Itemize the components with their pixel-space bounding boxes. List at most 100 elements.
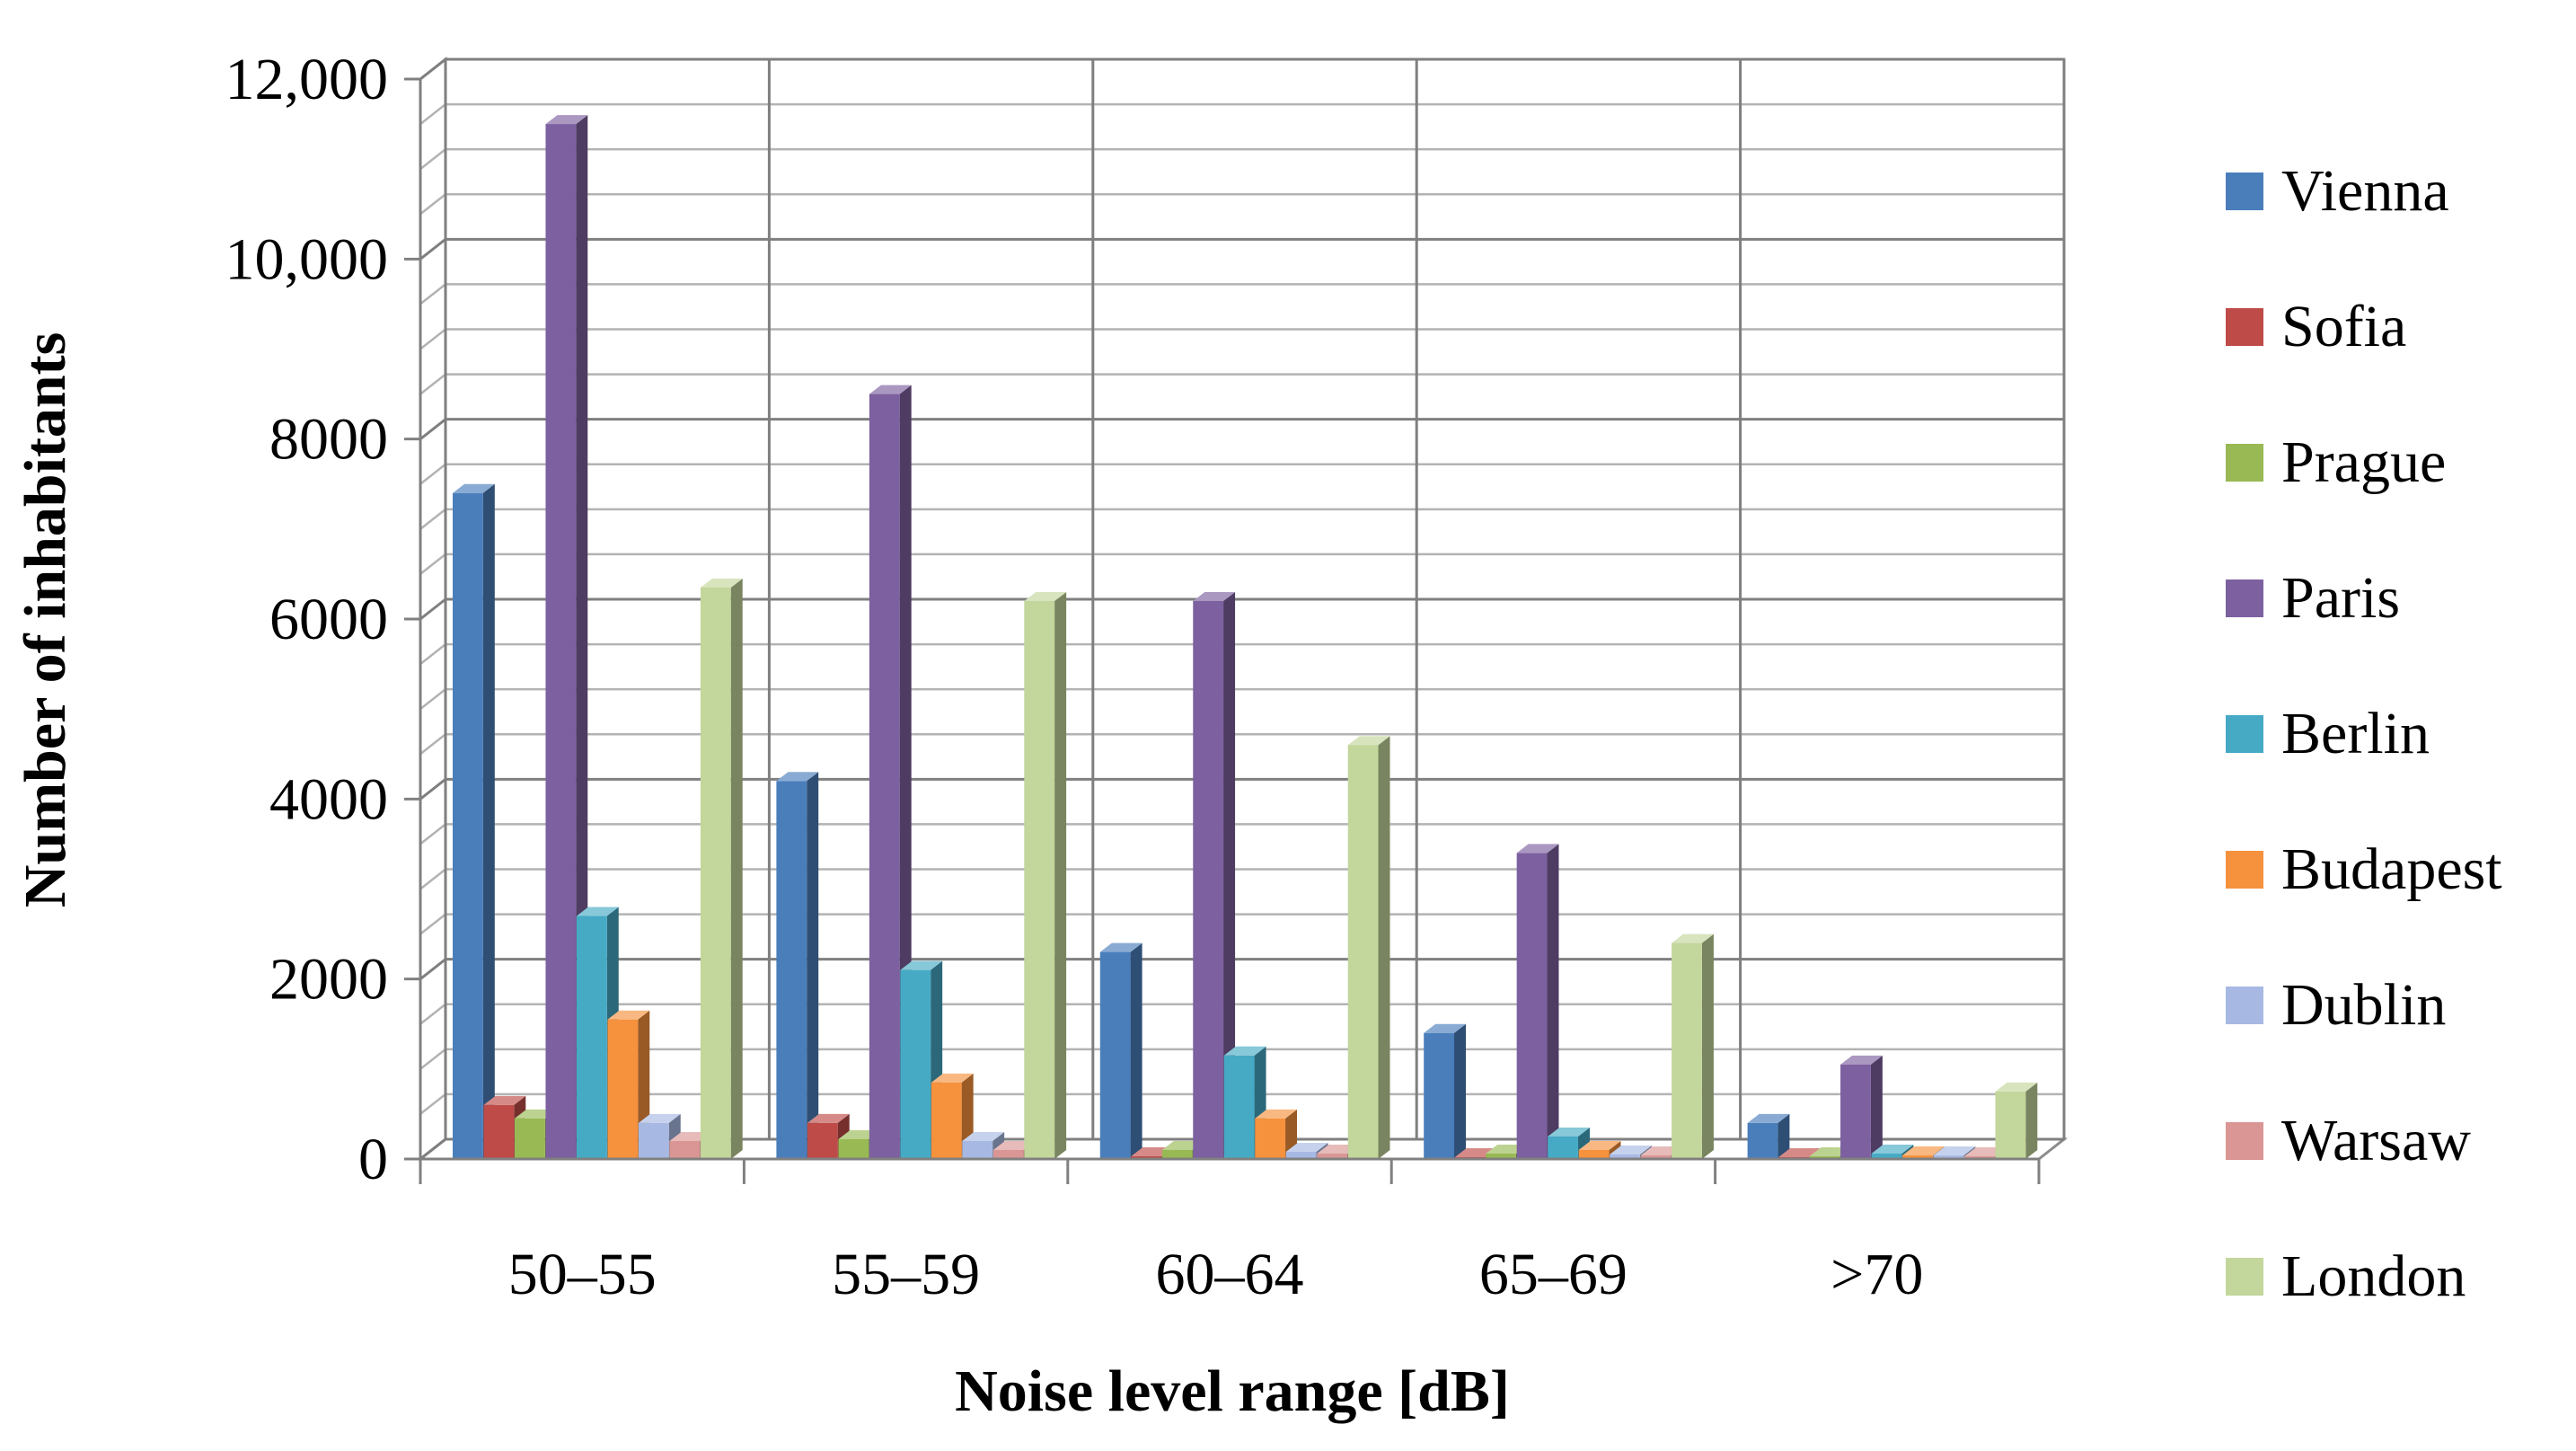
bar-top <box>700 578 743 588</box>
bar-top <box>638 1113 681 1123</box>
gridline <box>419 148 446 171</box>
gridline <box>419 58 446 81</box>
x-tick-label: 50–55 <box>508 1242 657 1307</box>
bar-top <box>483 1095 526 1105</box>
bar-london-5 <box>1995 1082 2038 1159</box>
bar-top <box>1995 1082 2038 1092</box>
bar-front <box>453 492 483 1159</box>
legend-swatch <box>2226 1122 2263 1160</box>
bar-front <box>869 394 900 1159</box>
bar-front <box>1424 1032 1454 1159</box>
bar-front <box>700 587 731 1159</box>
y-axis-ticks: 0 2000 4000 6000 8000 10,000 12,000 <box>225 47 420 1192</box>
bar-front <box>807 1122 838 1159</box>
y-tick-label: 8000 <box>269 407 388 473</box>
legend-swatch <box>2226 308 2263 346</box>
legend-item-warsaw: Warsaw <box>2226 1108 2471 1173</box>
y-tick-label: 10,000 <box>225 226 389 292</box>
legend-swatch <box>2226 987 2263 1024</box>
bar-front <box>1610 1154 1640 1159</box>
x-tick-label: 60–64 <box>1156 1242 1304 1307</box>
gridline <box>419 1093 446 1115</box>
bar-front <box>1024 600 1055 1159</box>
legend-swatch <box>2226 444 2263 482</box>
bar-london-1 <box>700 578 743 1159</box>
gridline <box>419 418 446 440</box>
bar-paris-1 <box>545 115 588 1159</box>
bar-top <box>807 1113 850 1123</box>
gridline <box>419 733 446 756</box>
bar-front <box>1486 1153 1516 1159</box>
bar-front <box>1933 1155 1964 1159</box>
bar-top <box>607 1010 650 1020</box>
bar-front <box>1871 1153 1902 1159</box>
legend-swatch <box>2226 1258 2263 1296</box>
gridline <box>419 238 446 261</box>
gridline <box>419 913 446 935</box>
gridline <box>419 193 446 216</box>
bar-front <box>1995 1091 2026 1159</box>
y-tick-label: 2000 <box>269 947 388 1013</box>
bar-side <box>1701 933 1714 1159</box>
bar-top <box>1610 1145 1652 1155</box>
bar-front <box>1223 1055 1255 1159</box>
bar-top <box>1747 1113 1790 1123</box>
bar-front <box>638 1122 669 1159</box>
bar-top <box>1347 736 1390 746</box>
bar-front <box>1317 1153 1348 1159</box>
bar-front <box>992 1149 1024 1159</box>
bar-front <box>931 1082 962 1159</box>
legend-item-paris: Paris <box>2226 565 2400 631</box>
bar-front <box>1902 1155 1933 1159</box>
bar-front <box>1161 1149 1193 1159</box>
legend-item-dublin: Dublin <box>2226 972 2446 1038</box>
gridline <box>419 597 446 621</box>
bar-front <box>576 916 607 1159</box>
gridline <box>419 508 446 530</box>
bar-paris-5 <box>1840 1055 1883 1159</box>
bar-paris-4 <box>1516 844 1559 1159</box>
bar-front <box>1640 1155 1672 1159</box>
gridline <box>419 958 446 980</box>
bar-side <box>1054 591 1067 1159</box>
bar-side <box>1378 736 1390 1159</box>
legend-item-prague: Prague <box>2226 429 2446 495</box>
bar-front <box>900 969 931 1159</box>
bar-front <box>838 1138 869 1159</box>
bar-front <box>1964 1155 1995 1159</box>
legend-swatch <box>2226 173 2263 210</box>
bar-top <box>1840 1055 1883 1065</box>
gridline <box>419 823 446 845</box>
x-tick-label: >70 <box>1831 1242 1923 1307</box>
bar-top <box>1424 1023 1466 1033</box>
legend-label: Dublin <box>2281 972 2446 1038</box>
bar-front <box>1255 1118 1286 1159</box>
bar-front <box>1131 1155 1162 1159</box>
legend-label: Warsaw <box>2281 1108 2471 1173</box>
bar-top <box>1285 1142 1328 1152</box>
bar-vienna-3 <box>1099 942 1142 1159</box>
bar-side <box>1778 1113 1790 1159</box>
bar-top <box>1193 591 1236 601</box>
legend: Vienna Sofia Prague Paris Berlin Budapest Dubl… <box>2226 158 2502 1309</box>
bar-top <box>1024 591 1067 601</box>
bar-top <box>453 483 495 493</box>
bar-vienna-4 <box>1424 1023 1466 1159</box>
bar-top <box>931 1073 974 1083</box>
bar-side <box>1547 844 1559 1159</box>
bar-front <box>1516 853 1548 1159</box>
bar-top <box>1255 1109 1298 1119</box>
bar-sofia-2 <box>807 1113 850 1159</box>
x-tick-label: 65–69 <box>1479 1242 1628 1307</box>
bar-vienna-1 <box>453 483 495 1159</box>
bar-side <box>482 483 495 1159</box>
bar-side <box>730 578 743 1159</box>
x-axis-label: Noise level range [dB] <box>955 1358 1510 1424</box>
bar-top <box>869 385 912 394</box>
bar-front <box>1840 1064 1871 1159</box>
bar-front <box>1099 951 1131 1159</box>
gridline <box>419 373 446 395</box>
bar-front <box>1548 1136 1578 1159</box>
bar-vienna-2 <box>776 772 819 1159</box>
bar-front <box>1747 1122 1778 1159</box>
